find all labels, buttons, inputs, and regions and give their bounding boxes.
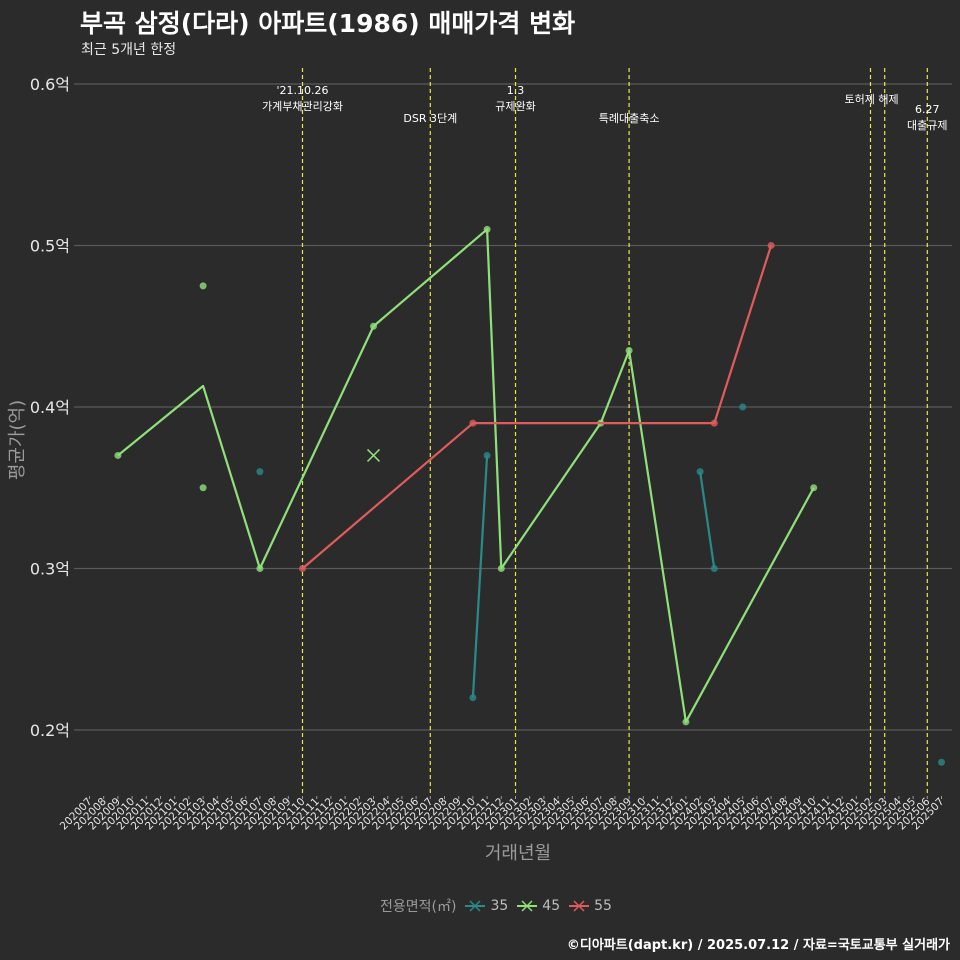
y-tick-label: 0.4억 bbox=[30, 398, 70, 417]
event-label: 대출규제 bbox=[907, 119, 947, 132]
y-axis-label: 평균가(억) bbox=[7, 399, 28, 481]
legend-key-55 bbox=[569, 900, 590, 912]
y-tick-label: 0.3억 bbox=[30, 560, 70, 579]
y-tick-label: 0.5억 bbox=[30, 237, 70, 256]
event-label: DSR 3단계 bbox=[403, 112, 457, 125]
legend-key-35 bbox=[465, 900, 486, 912]
legend-label-35: 35 bbox=[490, 898, 509, 914]
data-point-35 bbox=[483, 451, 491, 459]
event-label: 규제완화 bbox=[495, 100, 535, 113]
data-point-35 bbox=[469, 694, 477, 702]
data-point-55 bbox=[767, 242, 775, 249]
data-point-35 bbox=[696, 468, 704, 476]
legend-item-35: 35 bbox=[464, 898, 508, 914]
cross-marker-45 bbox=[366, 448, 381, 462]
event-label: 가계부채관리강화 bbox=[262, 100, 343, 113]
series-line-35 bbox=[699, 471, 716, 569]
legend-item-55: 55 bbox=[568, 898, 612, 914]
y-tick-label: 0.2억 bbox=[30, 721, 70, 740]
data-point-45 bbox=[625, 346, 633, 354]
data-point-55 bbox=[710, 419, 718, 427]
series-line-45 bbox=[117, 228, 815, 724]
series-line-35 bbox=[471, 455, 489, 698]
x-axis-label: 거래년월 bbox=[484, 843, 552, 864]
data-point-45 bbox=[256, 565, 264, 572]
event-label: '21.10.26 bbox=[276, 84, 328, 97]
chart-title: 부곡 삼정(다라) 아파트(1986) 매매가격 변화 bbox=[80, 9, 576, 38]
y-tick-label: 0.6억 bbox=[30, 75, 70, 94]
data-point-35 bbox=[710, 565, 718, 572]
event-label: 특례대출축소 bbox=[599, 112, 660, 125]
data-point-35 bbox=[739, 403, 747, 411]
data-point-45 bbox=[497, 565, 505, 572]
data-point-45 bbox=[810, 484, 818, 492]
series-line-55 bbox=[301, 245, 773, 570]
legend: 전용면적(㎡) 35 45 55 bbox=[380, 896, 612, 916]
event-label: 6.27 bbox=[915, 103, 940, 116]
event-label: 토허제 해제 bbox=[845, 92, 899, 106]
data-point-55 bbox=[299, 565, 306, 572]
data-point-35 bbox=[938, 758, 945, 766]
data-point-45 bbox=[483, 225, 491, 233]
legend-title: 전용면적(㎡) bbox=[380, 899, 457, 915]
data-point-35 bbox=[256, 468, 264, 476]
legend-item-45: 45 bbox=[516, 898, 560, 914]
legend-label-55: 55 bbox=[594, 898, 612, 914]
event-label: 1.3 bbox=[507, 84, 525, 97]
data-point-45 bbox=[199, 282, 207, 290]
source-caption: ©디아파트(dapt.kr) / 2025.07.12 / 자료=국토교통부 실… bbox=[566, 938, 950, 953]
chart-subtitle: 최근 5개년 한정 bbox=[81, 42, 177, 58]
legend-label-45: 45 bbox=[542, 898, 561, 914]
data-point-45 bbox=[199, 484, 207, 492]
data-point-45 bbox=[370, 322, 377, 330]
legend-key-45 bbox=[517, 900, 538, 912]
data-point-45 bbox=[682, 718, 690, 726]
data-point-45 bbox=[114, 451, 122, 459]
data-point-55 bbox=[469, 419, 477, 427]
